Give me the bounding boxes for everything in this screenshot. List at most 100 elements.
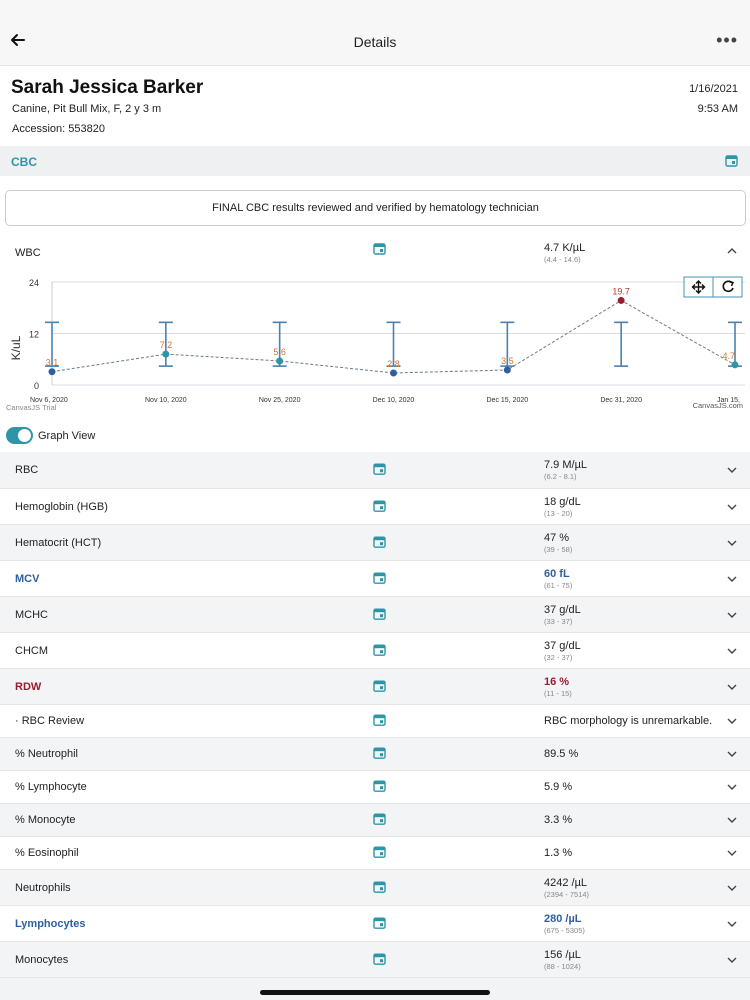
calendar-icon[interactable] [373, 746, 386, 759]
calendar-icon[interactable] [373, 713, 386, 726]
cbc-section-header: CBC [0, 146, 750, 176]
accession-number: Accession: 553820 [12, 123, 105, 135]
result-label: CHCM [15, 644, 48, 657]
verification-note: FINAL CBC results reviewed and verified … [5, 190, 746, 226]
x-tick-label: Nov 10, 2020 [145, 397, 187, 404]
data-label: 7.2 [160, 340, 173, 350]
calendar-icon[interactable] [373, 916, 386, 929]
data-point[interactable] [617, 296, 625, 304]
reset-zoom-button[interactable] [712, 276, 743, 298]
chevron-down-icon[interactable] [727, 465, 737, 475]
calendar-icon[interactable] [373, 607, 386, 620]
result-row[interactable]: Monocytes 156 /µL (88 - 1024) [0, 942, 750, 978]
result-value: 16 % [544, 676, 570, 688]
patient-signalment: Canine, Pit Bull Mix, F, 2 y 3 m [12, 103, 162, 115]
wbc-range: (4.4 - 14.6) [544, 255, 581, 264]
data-point[interactable] [731, 361, 739, 369]
result-row[interactable]: % Neutrophil 89.5 % [0, 738, 750, 771]
result-row[interactable]: % Monocyte 3.3 % [0, 804, 750, 837]
calendar-icon[interactable] [373, 571, 386, 584]
data-label: 4.7 [722, 351, 735, 361]
more-options-icon[interactable]: ••• [716, 30, 738, 50]
chevron-down-icon[interactable] [727, 782, 737, 792]
chevron-down-icon[interactable] [727, 646, 737, 656]
reference-range-bar [614, 321, 629, 367]
calendar-icon[interactable] [373, 242, 386, 255]
x-tick-label: Dec 15, 2020 [487, 397, 529, 404]
data-point[interactable] [390, 369, 397, 377]
result-value: 5.9 % [544, 781, 573, 793]
result-value: RBC morphology is unremarkable. [544, 715, 713, 727]
calendar-icon[interactable] [373, 952, 386, 965]
result-row[interactable]: Hematocrit (HCT) 47 % (39 - 58) [0, 525, 750, 561]
data-point[interactable] [276, 357, 284, 365]
chevron-down-icon[interactable] [727, 574, 737, 584]
calendar-icon[interactable] [373, 812, 386, 825]
result-row[interactable]: MCHC 37 g/dL (33 - 37) [0, 597, 750, 633]
result-row[interactable]: % Lymphocyte 5.9 % [0, 771, 750, 804]
result-range: (39 - 58) [544, 545, 573, 554]
note-area: FINAL CBC results reviewed and verified … [0, 176, 750, 232]
calendar-icon[interactable] [373, 499, 386, 512]
chevron-down-icon[interactable] [727, 919, 737, 929]
result-row[interactable]: Neutrophils 4242 /µL (2394 - 7514) [0, 870, 750, 906]
data-point[interactable] [162, 350, 170, 358]
pan-button[interactable] [683, 276, 714, 298]
wbc-expanded-row: WBC 4.7 K/µL (4.4 - 14.6) K/uL 0 12 24 3.1… [0, 232, 750, 452]
result-row[interactable]: Lymphocytes 280 /µL (675 - 5305) [0, 906, 750, 942]
result-row[interactable]: % Eosinophil 1.3 % [0, 837, 750, 870]
result-value: 1.3 % [544, 847, 573, 859]
result-range: (88 - 1024) [544, 962, 581, 971]
result-label: RDW [15, 680, 42, 693]
calendar-icon[interactable] [373, 679, 386, 692]
data-point[interactable] [48, 368, 56, 376]
chevron-down-icon[interactable] [727, 815, 737, 825]
calendar-icon[interactable] [373, 845, 386, 858]
calendar-icon[interactable] [725, 154, 738, 167]
result-value: 3.3 % [544, 814, 573, 826]
calendar-icon[interactable] [373, 880, 386, 893]
y-tick-label: 0 [34, 381, 39, 391]
result-row[interactable]: RBC 7.9 M/µL (6.2 - 8.1) [0, 452, 750, 489]
back-arrow-icon[interactable] [8, 30, 28, 50]
chevron-down-icon[interactable] [727, 848, 737, 858]
chevron-down-icon[interactable] [727, 749, 737, 759]
reference-range-bar [386, 321, 401, 367]
x-tick-label: Nov 25, 2020 [259, 397, 301, 404]
chevron-down-icon[interactable] [727, 716, 737, 726]
result-range: (32 - 37) [544, 653, 573, 662]
y-tick-label: 24 [29, 278, 39, 288]
calendar-icon[interactable] [373, 779, 386, 792]
chevron-down-icon[interactable] [727, 502, 737, 512]
data-label: 3.5 [501, 356, 514, 366]
y-axis-label: K/uL [9, 335, 23, 360]
chevron-down-icon[interactable] [727, 538, 737, 548]
data-point[interactable] [503, 366, 511, 374]
graph-view-toggle-wrap: Graph View [6, 427, 95, 444]
page-title: Details [353, 34, 397, 50]
calendar-icon[interactable] [373, 535, 386, 548]
reference-range-bar [158, 321, 173, 367]
result-value: 7.9 M/µL [544, 459, 588, 471]
result-value: 47 % [544, 532, 570, 544]
chevron-up-icon[interactable] [727, 246, 737, 256]
graph-view-toggle[interactable] [6, 427, 33, 444]
result-row[interactable]: CHCM 37 g/dL (32 - 37) [0, 633, 750, 669]
result-row[interactable]: · RBC Review RBC morphology is unremarkab… [0, 705, 750, 738]
result-row[interactable]: RDW 16 % (11 - 15) [0, 669, 750, 705]
result-row[interactable]: Hemoglobin (HGB) 18 g/dL (13 - 20) [0, 489, 750, 525]
calendar-icon[interactable] [373, 462, 386, 475]
watermark-right: CanvasJS.com [693, 401, 743, 410]
result-value: 37 g/dL [544, 604, 581, 616]
calendar-icon[interactable] [373, 643, 386, 656]
chevron-down-icon[interactable] [727, 610, 737, 620]
chevron-down-icon[interactable] [727, 883, 737, 893]
wbc-label: WBC [15, 247, 41, 259]
result-label: Hematocrit (HCT) [15, 536, 102, 549]
result-value: 60 fL [544, 568, 570, 580]
chevron-down-icon[interactable] [727, 955, 737, 965]
chevron-down-icon[interactable] [727, 682, 737, 692]
result-label: % Lymphocyte [15, 781, 87, 793]
result-row[interactable]: MCV 60 fL (61 - 75) [0, 561, 750, 597]
result-value: 156 /µL [544, 949, 581, 961]
